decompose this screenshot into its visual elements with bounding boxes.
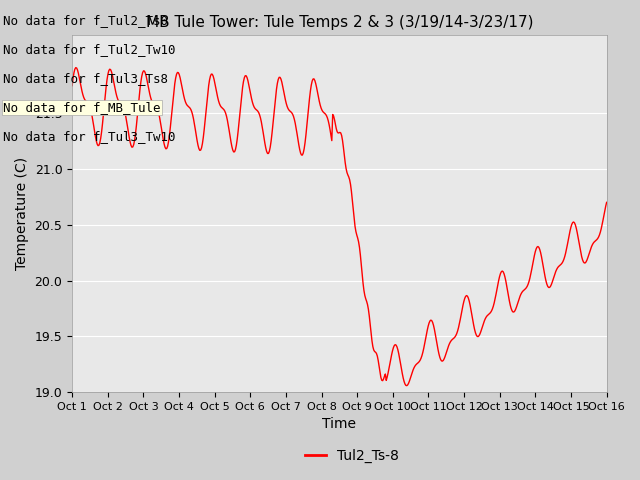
Text: No data for f_Tul3_Ts8: No data for f_Tul3_Ts8 — [3, 72, 168, 85]
Text: No data for f_Tul2_Tw10: No data for f_Tul2_Tw10 — [3, 43, 176, 56]
X-axis label: Time: Time — [323, 418, 356, 432]
Y-axis label: Temperature (C): Temperature (C) — [15, 157, 29, 270]
Text: No data for f_Tul2_Ts0: No data for f_Tul2_Ts0 — [3, 14, 168, 27]
Text: No data for f_MB_Tule: No data for f_MB_Tule — [3, 101, 161, 114]
Text: No data for f_Tul3_Tw10: No data for f_Tul3_Tw10 — [3, 130, 176, 143]
Title: MB Tule Tower: Tule Temps 2 & 3 (3/19/14-3/23/17): MB Tule Tower: Tule Temps 2 & 3 (3/19/14… — [146, 15, 533, 30]
Legend: Tul2_Ts-8: Tul2_Ts-8 — [300, 443, 404, 468]
